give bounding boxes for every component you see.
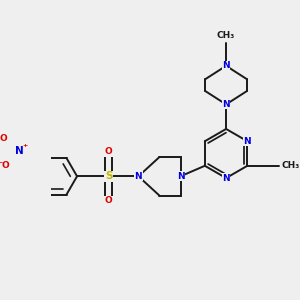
Text: N: N bbox=[244, 137, 251, 146]
Text: O: O bbox=[0, 134, 7, 143]
Text: O: O bbox=[105, 196, 112, 206]
Text: S: S bbox=[105, 171, 112, 181]
Text: N: N bbox=[222, 61, 230, 70]
Text: N: N bbox=[15, 146, 24, 156]
Text: CH₃: CH₃ bbox=[217, 31, 235, 40]
Text: N: N bbox=[135, 172, 142, 181]
Text: −: − bbox=[0, 158, 3, 167]
Text: O: O bbox=[1, 160, 9, 169]
Text: O: O bbox=[105, 147, 112, 156]
Text: N: N bbox=[177, 172, 184, 181]
Text: N: N bbox=[222, 100, 230, 109]
Text: +: + bbox=[22, 143, 27, 148]
Text: N: N bbox=[222, 174, 230, 183]
Text: CH₃: CH₃ bbox=[282, 161, 300, 170]
